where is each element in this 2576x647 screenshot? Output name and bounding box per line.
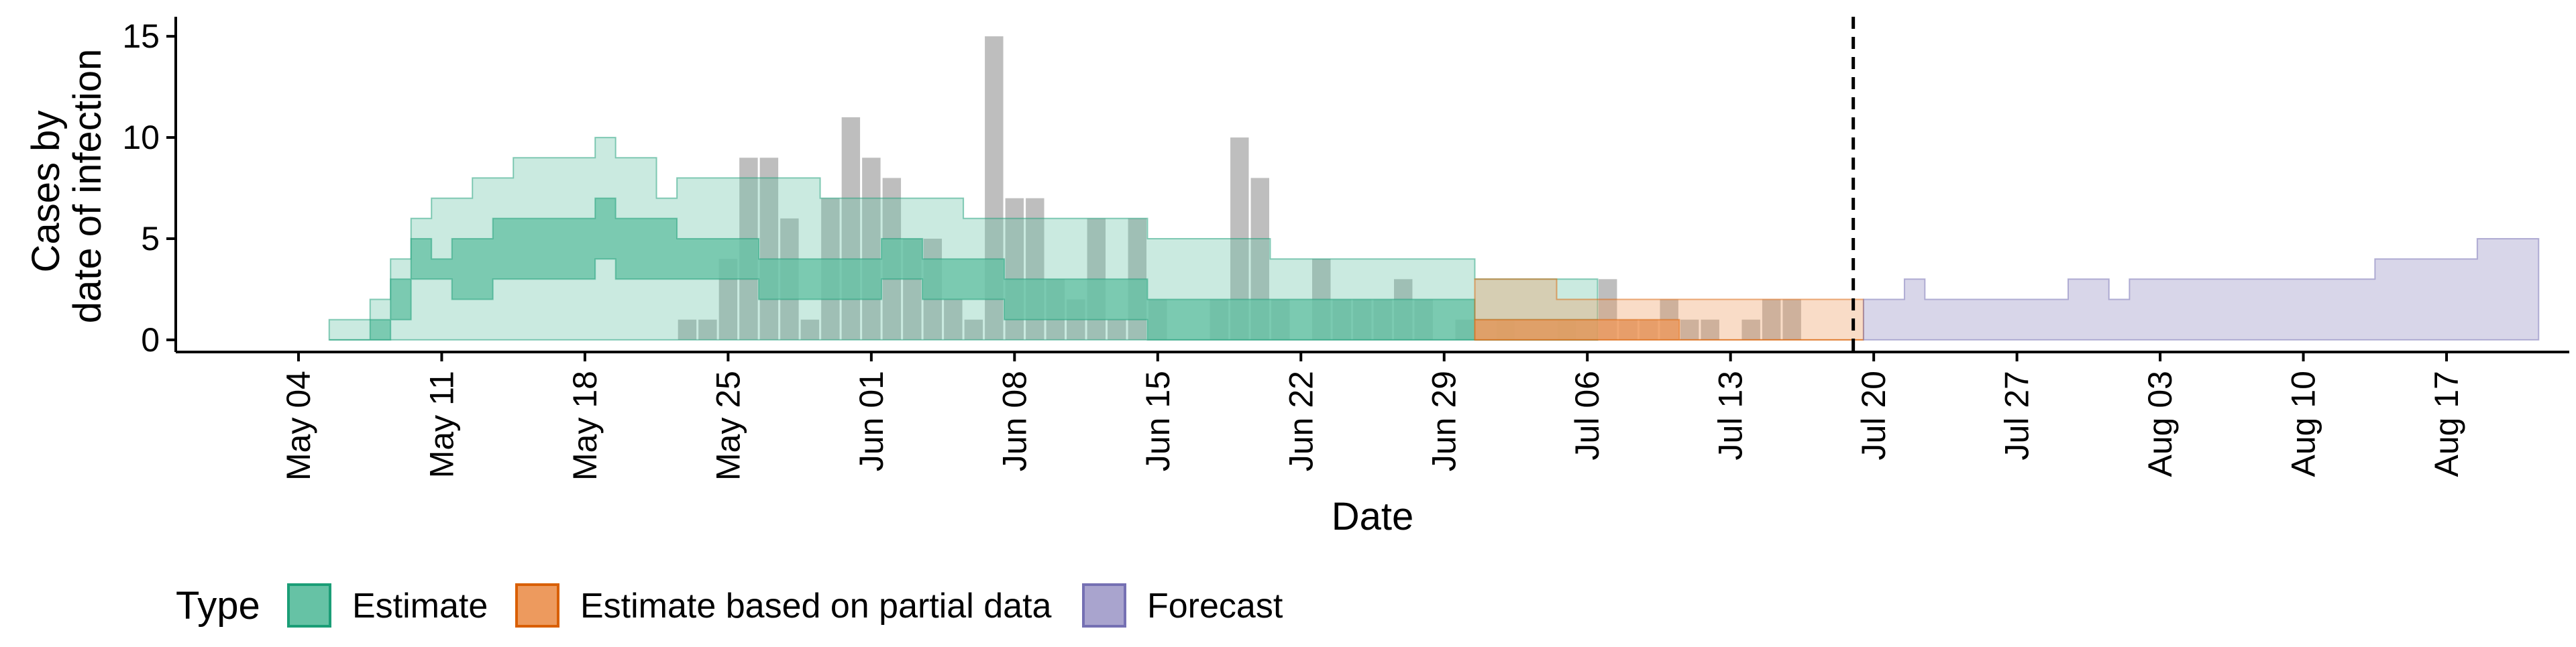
x-tick-label: May 18 xyxy=(566,371,604,481)
x-tick-label: Jun 08 xyxy=(996,371,1033,471)
case-bar xyxy=(1701,319,1719,340)
y-tick-label: 0 xyxy=(141,321,160,359)
case-bar xyxy=(698,319,717,340)
case-bar xyxy=(800,319,820,340)
legend-label-forecast: Forecast xyxy=(1147,587,1283,626)
y-tick-label: 10 xyxy=(122,119,160,156)
legend-label-estimate: Estimate xyxy=(352,587,488,626)
case-bar xyxy=(678,319,697,340)
x-tick-label: May 04 xyxy=(280,371,317,481)
y-tick-label: 15 xyxy=(122,17,160,55)
x-tick-label: Aug 03 xyxy=(2141,371,2179,477)
legend-label-partial-estimate: Estimate based on partial data xyxy=(580,587,1052,626)
case-bar xyxy=(964,319,983,340)
legend-key-partial-estimate xyxy=(515,583,559,628)
y-axis-title-line-1: Cases by xyxy=(24,111,68,273)
case-bar xyxy=(1741,319,1760,340)
case-bar xyxy=(862,158,881,340)
y-tick-label: 5 xyxy=(141,220,160,257)
legend-key-estimate xyxy=(287,583,331,628)
legend-title: Type xyxy=(176,584,260,628)
case-bar xyxy=(1762,299,1781,340)
case-bar xyxy=(1782,299,1801,340)
legend: Type Estimate Estimate based on partial … xyxy=(176,583,1283,628)
x-tick-label: Jun 22 xyxy=(1282,371,1320,471)
case-bar xyxy=(841,117,861,340)
x-axis-title: Date xyxy=(1332,495,1414,538)
bands-layer xyxy=(328,137,2540,341)
estimate-based-on-partial-data-inner-band xyxy=(1474,318,1864,341)
x-tick-label: May 25 xyxy=(709,371,747,481)
case-bar xyxy=(1108,319,1126,340)
case-bar xyxy=(759,158,779,340)
x-tick-label: Jun 15 xyxy=(1139,371,1177,471)
x-tick-label: Jun 29 xyxy=(1426,371,1463,471)
legend-key-forecast xyxy=(1082,583,1126,628)
estimate-outer-band xyxy=(328,137,1599,341)
x-tick-label: Aug 17 xyxy=(2428,371,2465,477)
case-bar xyxy=(944,299,963,340)
y-axis-title-line-2: date of infection xyxy=(66,49,109,324)
case-bar xyxy=(1680,319,1699,340)
x-tick-label: Jul 13 xyxy=(1712,371,1750,460)
x-tick-label: Jul 06 xyxy=(1568,371,1606,460)
x-tick-label: Aug 10 xyxy=(2285,371,2322,477)
axes-layer: 0 5 10 15 May 04 May 11 May 18 May 25 Jun 01 Jun … xyxy=(122,17,2569,481)
y-axis-title: Cases by date of infection xyxy=(24,49,109,324)
x-tick-label: May 11 xyxy=(423,371,460,478)
forecast-outer-band xyxy=(1862,238,2540,341)
x-tick-label: Jul 27 xyxy=(1998,371,2036,460)
x-tick-label: Jul 20 xyxy=(1855,371,1892,460)
x-tick-label: Jun 01 xyxy=(853,371,890,471)
